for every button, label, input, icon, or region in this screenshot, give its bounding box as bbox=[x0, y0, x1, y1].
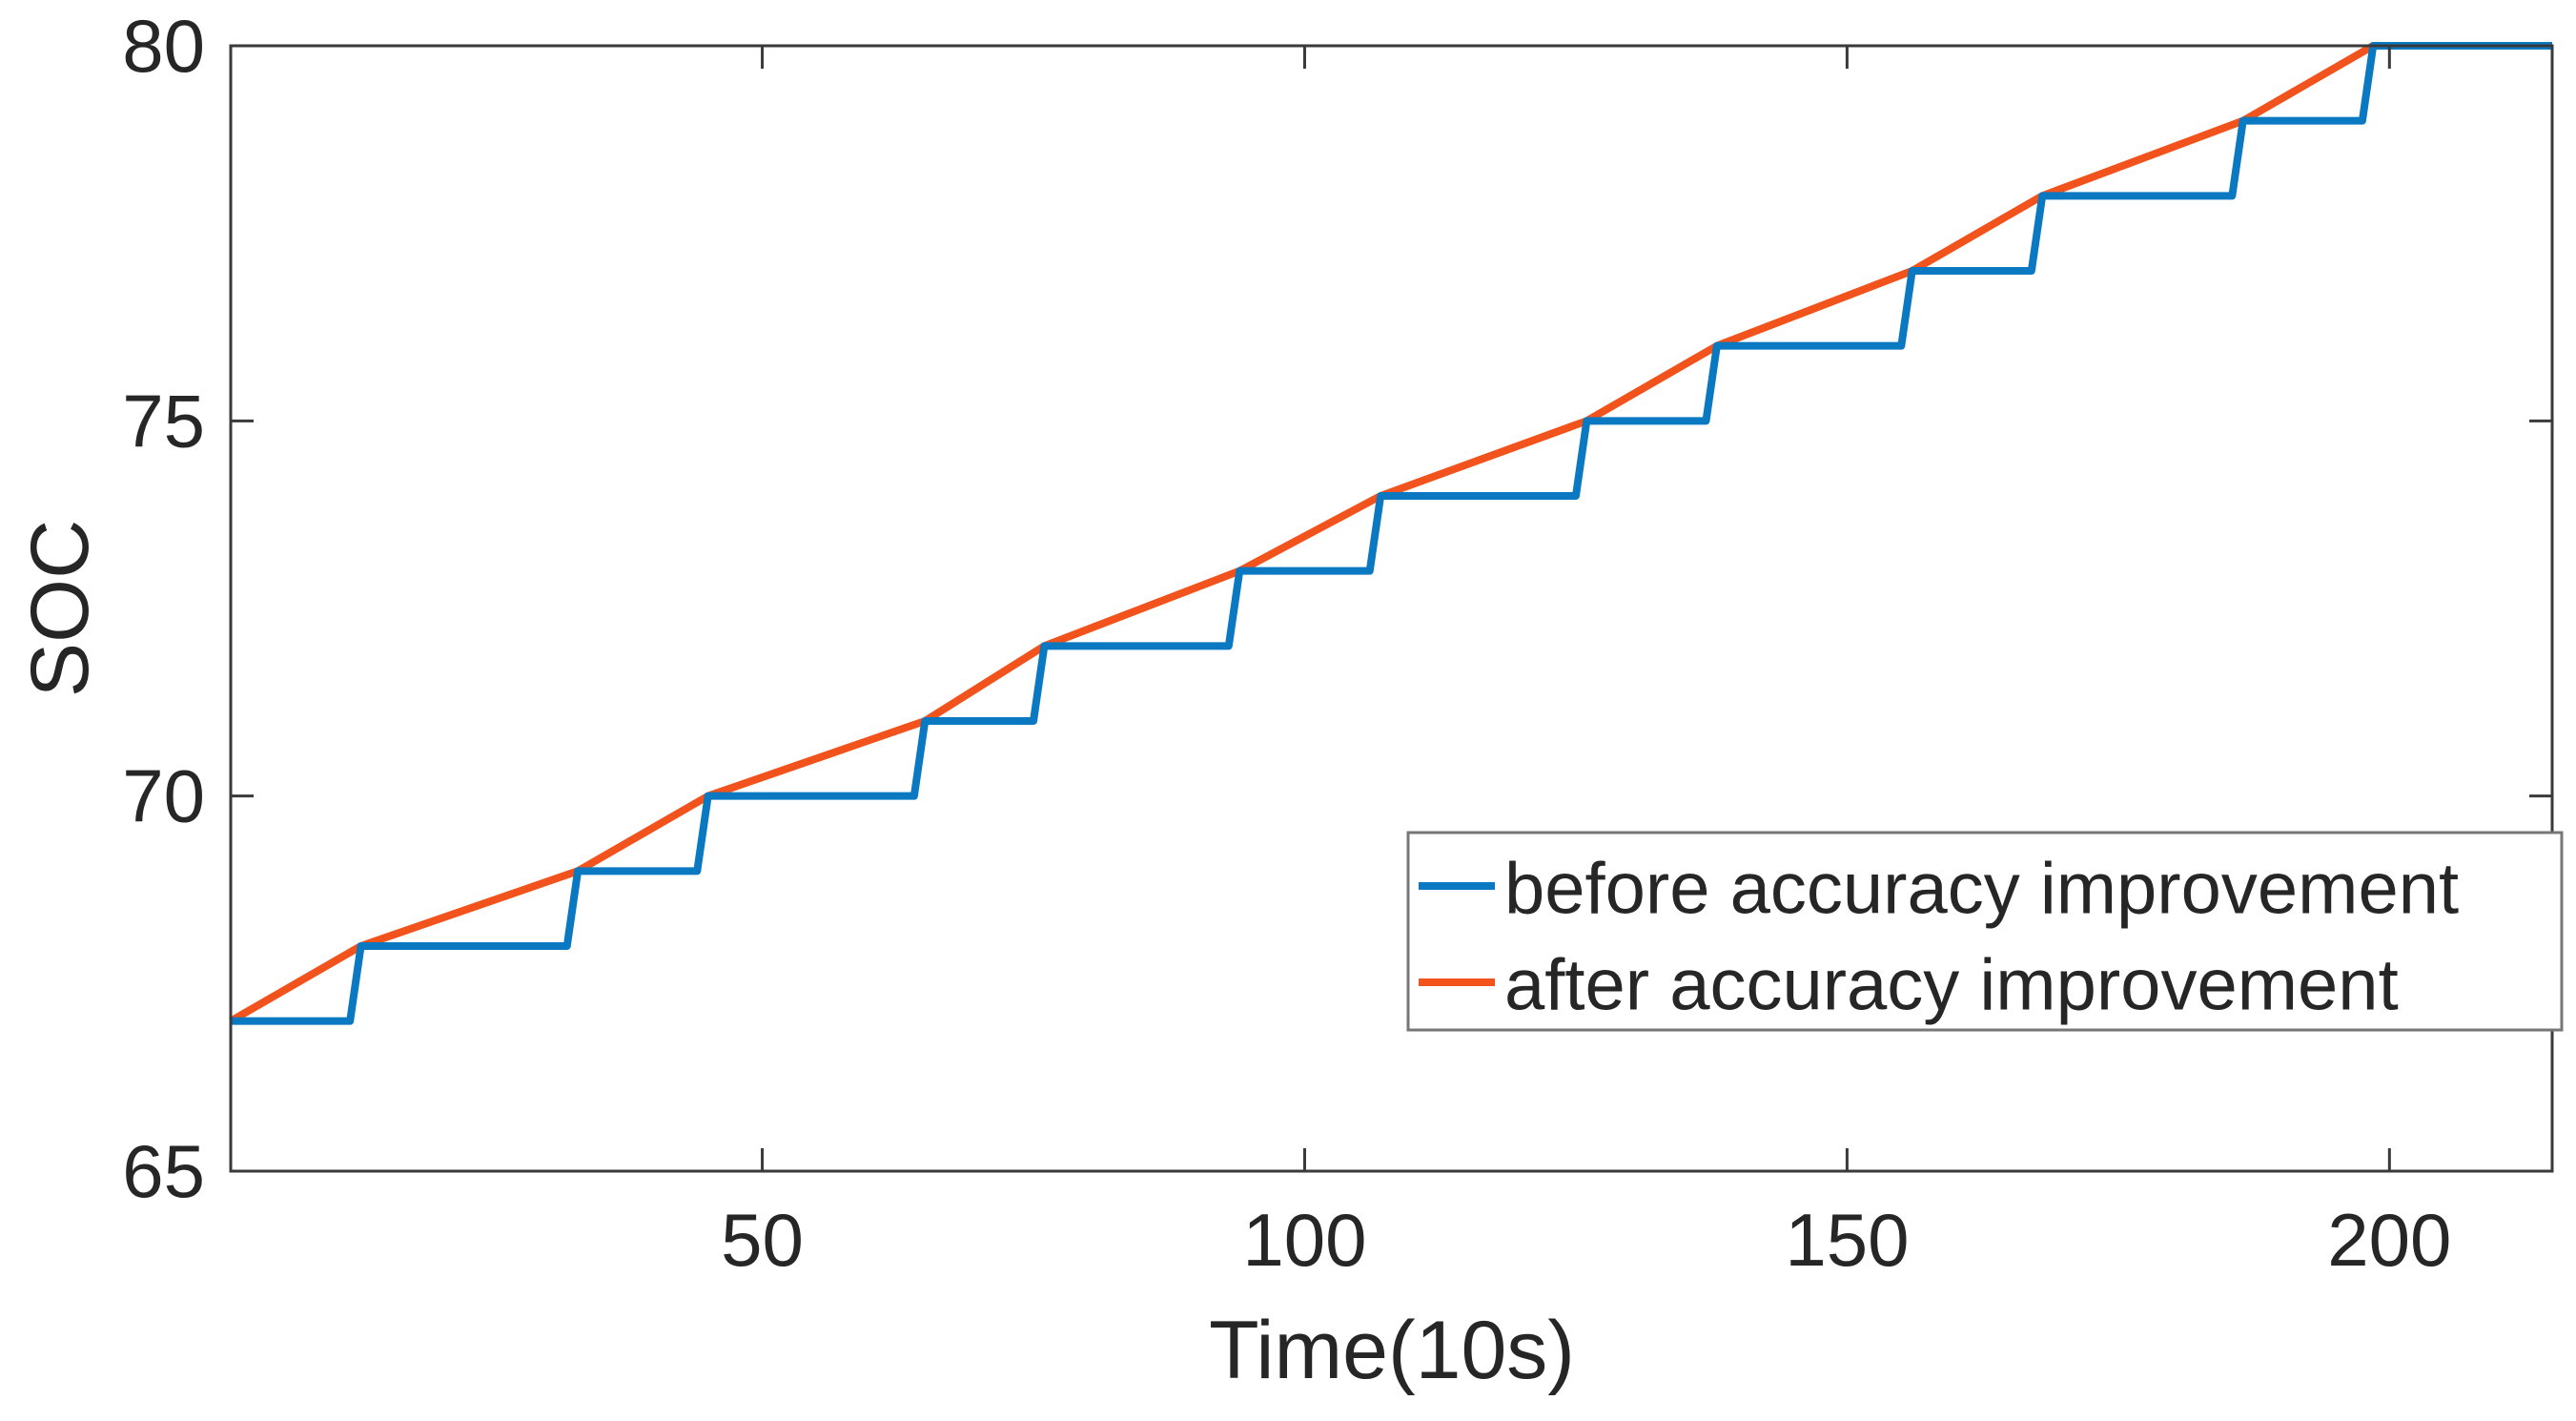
y-axis-label: SOC bbox=[14, 520, 106, 697]
y-tick-label: 80 bbox=[122, 4, 205, 88]
legend-label-before: before accuracy improvement bbox=[1504, 849, 2459, 930]
x-tick-label: 150 bbox=[1785, 1198, 1909, 1282]
y-tick-label: 75 bbox=[122, 379, 205, 463]
x-tick-label: 50 bbox=[721, 1198, 804, 1282]
series-layer bbox=[229, 42, 2552, 1025]
series-line-before bbox=[231, 42, 2552, 1025]
axes-box bbox=[229, 44, 2554, 1173]
x-tick-label: 200 bbox=[2327, 1198, 2451, 1282]
x-axis-label: Time(10s) bbox=[1209, 1305, 1575, 1396]
legend-label-after: after accuracy improvement bbox=[1504, 945, 2399, 1026]
legend: before accuracy improvement after accura… bbox=[1406, 831, 2564, 1032]
axes-layer bbox=[229, 44, 2554, 1173]
legend-box bbox=[1406, 831, 2564, 1032]
tick-layer: 50 100 150 200 65 70 75 80 bbox=[122, 4, 2552, 1282]
x-tick-label: 100 bbox=[1242, 1198, 1366, 1282]
y-tick-label: 70 bbox=[122, 754, 205, 838]
y-tick-label: 65 bbox=[122, 1129, 205, 1213]
